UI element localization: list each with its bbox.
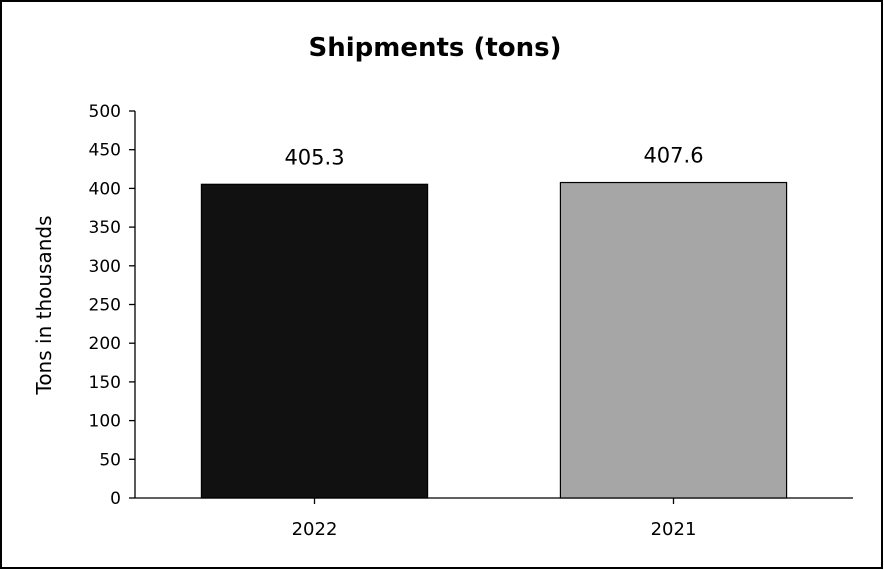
y-tick-label: 400 — [89, 179, 121, 199]
y-axis-label: Tons in thousands — [32, 216, 56, 396]
y-tick-label: 200 — [89, 334, 121, 354]
x-tick-label-2022: 2022 — [292, 519, 338, 540]
y-tick-label: 450 — [89, 141, 121, 161]
y-tick-label: 350 — [89, 218, 121, 238]
y-tick-label: 250 — [89, 296, 121, 316]
y-tick-label: 0 — [110, 489, 121, 509]
bar-2022 — [200, 183, 429, 499]
y-tick-label: 100 — [89, 412, 121, 432]
y-tick-label: 50 — [99, 450, 121, 470]
y-tick-label: 300 — [89, 257, 121, 277]
y-tick-label: 500 — [89, 102, 121, 122]
chart-title: Shipments (tons) — [309, 33, 562, 63]
y-tick-label: 150 — [89, 373, 121, 393]
data-label-2022: 405.3 — [284, 145, 344, 169]
data-label-2021: 407.6 — [643, 144, 703, 168]
plot-area: 0 50 100 150 200 250 300 350 400 450 500 405.3 2022 4… — [89, 102, 853, 540]
x-tick-label-2021: 2021 — [651, 519, 697, 540]
bar-2021 — [559, 181, 788, 499]
